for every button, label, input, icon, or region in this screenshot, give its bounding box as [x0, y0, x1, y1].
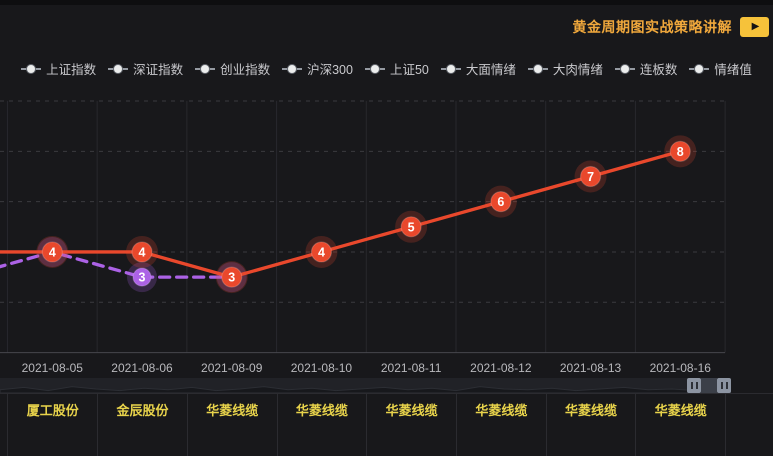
data-point-label: 6: [497, 195, 504, 209]
legend-line-dot-icon: [21, 63, 42, 74]
stock-cell: 金辰股份: [97, 394, 187, 456]
legend-label: 创业指数: [220, 63, 271, 77]
legend-line-dot-icon: [614, 63, 635, 74]
legend-item-2[interactable]: 深证指数: [108, 59, 183, 78]
window-top-edge: [0, 0, 773, 5]
data-point-marker-连板数[interactable]: [221, 266, 243, 288]
legend-label: 上证指数: [46, 63, 97, 77]
stock-name-label: 华菱线缆: [565, 403, 618, 418]
datazoom-handle-left[interactable]: [687, 378, 701, 393]
stock-cell: 华菱线缆: [186, 394, 277, 456]
x-axis-labels: 2021-08-05 2021-08-06 2021-08-09 2021-08-10…: [0, 361, 773, 377]
data-point-marker-情绪值[interactable]: [132, 267, 152, 287]
legend-item-8[interactable]: 连板数: [614, 59, 678, 78]
legend-label: 大面情绪: [465, 63, 516, 77]
legend-label: 情绪值: [714, 63, 752, 77]
minichart-silhouette: [0, 386, 732, 394]
legend-line-dot-icon: [689, 63, 710, 74]
leader-stock-row: 厦工股份 金辰股份 华菱线缆 华菱线缆 华菱线缆 华菱线缆 华菱线缆 华菱线缆: [0, 393, 773, 456]
stock-name-label: 华菱线缆: [206, 403, 259, 418]
data-point-marker-连板数[interactable]: [41, 241, 63, 263]
series-line-情绪值: [0, 250, 234, 279]
play-icon: ▶: [751, 21, 760, 32]
legend-line-dot-icon: [195, 63, 216, 74]
legend-item-7[interactable]: 大肉情绪: [527, 59, 603, 78]
legend-label: 上证50: [389, 63, 429, 77]
x-axis-label: 2021-08-09: [201, 361, 263, 375]
strategy-title-link[interactable]: 黄金周期图实战策略讲解: [572, 19, 732, 35]
x-axis-label: 2021-08-16: [649, 361, 711, 375]
legend-line-dot-icon: [282, 63, 303, 74]
x-axis-label: 2021-08-06: [111, 361, 173, 375]
datazoom-window[interactable]: [701, 378, 717, 393]
legend-item-6[interactable]: 大面情绪: [440, 59, 516, 78]
legend-label: 深证指数: [133, 63, 184, 77]
stock-cell: 华菱线缆: [366, 394, 456, 456]
legend-label: 沪深300: [307, 63, 353, 77]
stock-name-label: 金辰股份: [116, 403, 169, 418]
stock-cell: 华菱线缆: [545, 394, 636, 456]
legend-item-5[interactable]: 上证50: [364, 59, 429, 78]
stock-name-label: 华菱线缆: [385, 403, 438, 418]
legend-line-dot-icon: [527, 63, 548, 74]
data-point-marker-连板数[interactable]: [669, 140, 691, 162]
data-point-marker-连板数[interactable]: [310, 241, 333, 263]
legend-label: 大肉情绪: [552, 63, 603, 77]
data-point-label: 4: [318, 245, 325, 259]
stock-cell: 华菱线缆: [455, 394, 546, 456]
data-point-label: 8: [677, 145, 684, 159]
data-point-marker-连板数[interactable]: [579, 165, 602, 188]
data-point-label: 4: [139, 245, 146, 259]
x-axis-label: 2021-08-13: [559, 361, 622, 375]
data-point-marker-连板数[interactable]: [490, 191, 512, 213]
chart-header: 黄金周期图实战策略讲解 ▶: [572, 17, 769, 37]
stock-name-label: 华菱线缆: [654, 403, 707, 418]
legend-line-dot-icon: [364, 63, 385, 74]
datazoom-minichart: [0, 386, 732, 394]
data-point-label: 3: [139, 271, 146, 285]
x-axis-label: 2021-08-12: [470, 361, 532, 375]
data-point-marker-连板数[interactable]: [400, 216, 422, 238]
legend-line-dot-icon: [108, 63, 129, 74]
legend-item-4[interactable]: 沪深300: [282, 59, 353, 78]
data-point-marker-连板数[interactable]: [131, 241, 153, 263]
data-point-label: 7: [587, 170, 594, 184]
stock-cell: 厦工股份: [7, 394, 97, 456]
legend-label: 连板数: [639, 63, 678, 77]
datazoom-track[interactable]: [0, 378, 732, 394]
chart-legend: 上证指数 深证指数 创业指数 沪深300 上证50 大面情绪 大肉情绪 连板数 情绪值: [0, 59, 773, 78]
legend-item-1[interactable]: 上证指数: [21, 59, 96, 78]
x-axis-label: 2021-08-10: [290, 361, 353, 375]
legend-item-3[interactable]: 创业指数: [195, 59, 270, 78]
x-axis-label: 2021-08-11: [380, 361, 442, 375]
play-video-button[interactable]: ▶: [740, 17, 769, 37]
data-point-label: 3: [228, 271, 235, 285]
stock-cell: 华菱线缆: [635, 394, 725, 456]
table-right-border: [725, 394, 727, 456]
stock-name-label: 华菱线缆: [475, 403, 528, 418]
stock-name-label: 华菱线缆: [295, 403, 348, 418]
legend-line-dot-icon: [440, 63, 461, 74]
x-axis-label: 2021-08-05: [21, 361, 83, 375]
stock-cell: 华菱线缆: [276, 394, 367, 456]
stock-name-label: 厦工股份: [26, 403, 79, 418]
legend-item-9[interactable]: 情绪值: [689, 59, 752, 78]
datazoom-handle-right[interactable]: [717, 378, 731, 393]
data-point-label: 4: [49, 245, 56, 259]
data-point-label: 5: [408, 220, 415, 234]
